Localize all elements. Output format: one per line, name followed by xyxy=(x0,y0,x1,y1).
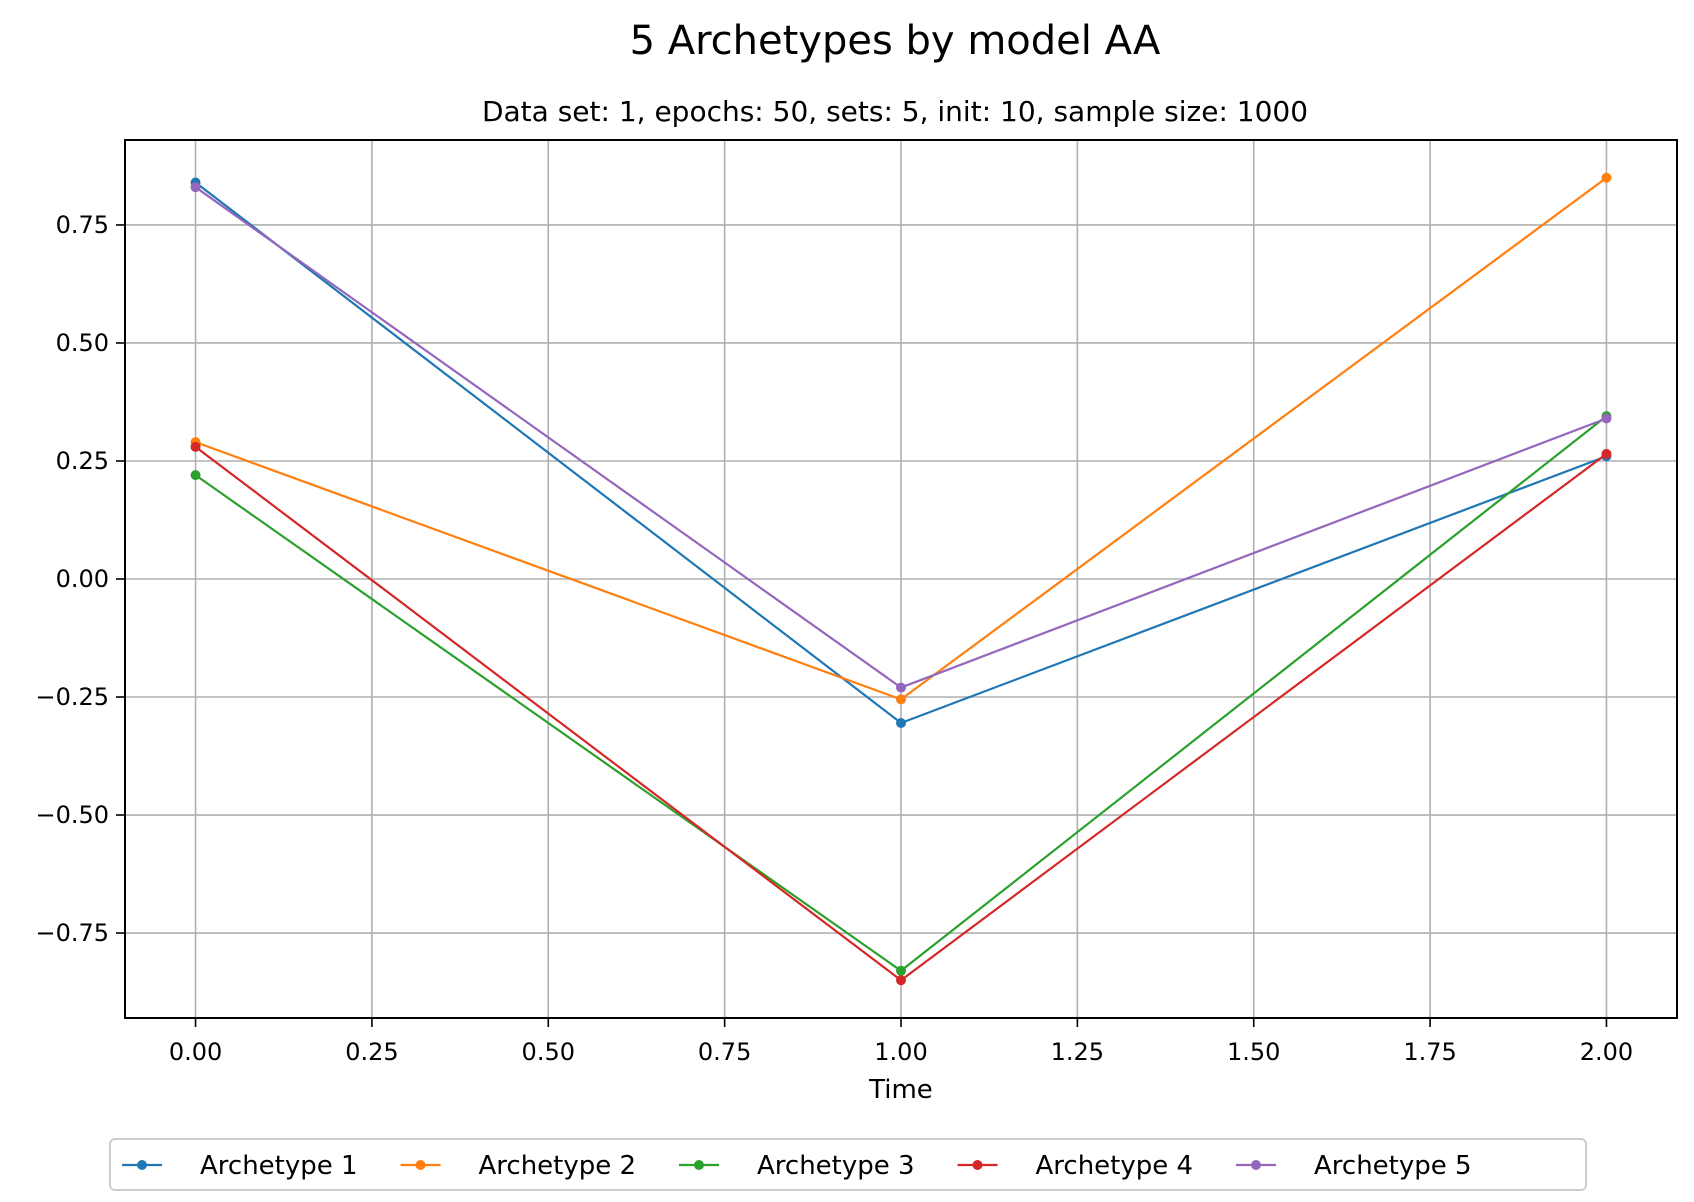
x-tick-label: 2.00 xyxy=(1580,1038,1633,1066)
y-tick-label: 0.25 xyxy=(56,447,109,475)
data-point xyxy=(1601,448,1612,459)
x-tick-label: 0.00 xyxy=(169,1038,222,1066)
data-point xyxy=(896,694,906,705)
legend-label: Archetype 3 xyxy=(757,1151,915,1181)
x-tick-label: 0.25 xyxy=(345,1038,398,1066)
data-point xyxy=(190,441,201,452)
y-tick-label: −0.50 xyxy=(35,801,109,829)
legend-marker xyxy=(972,1160,983,1170)
legend-frame xyxy=(109,1138,1587,1191)
x-tick-label: 0.50 xyxy=(522,1038,575,1066)
data-point xyxy=(190,470,201,481)
legend-label: Archetype 5 xyxy=(1314,1151,1472,1181)
data-point xyxy=(896,682,906,693)
legend-item-archetype-3: Archetype 3 xyxy=(679,1151,915,1181)
legend-item-archetype-1: Archetype 1 xyxy=(122,1151,358,1181)
chart-title: 5 Archetypes by model AA xyxy=(630,18,1161,64)
y-tick-label: 0.75 xyxy=(56,211,109,239)
x-tick-label: 1.50 xyxy=(1227,1038,1280,1066)
chart-subtitle: Data set: 1, epochs: 50, sets: 5, init: … xyxy=(482,95,1308,128)
legend-item-archetype-4: Archetype 4 xyxy=(957,1151,1194,1181)
series-archetype-4 xyxy=(190,441,1612,986)
y-tick-label: −0.25 xyxy=(35,683,109,711)
x-axis-label: Time xyxy=(868,1075,933,1105)
x-tick-label: 0.75 xyxy=(698,1038,751,1066)
data-point xyxy=(1601,172,1612,183)
data-point xyxy=(896,975,906,986)
y-tick-label: 0.00 xyxy=(56,565,109,593)
legend: Archetype 1 Archetype 2 Archetype 3 Archety… xyxy=(109,1138,1587,1191)
legend-item-archetype-2: Archetype 2 xyxy=(400,1151,637,1181)
legend-label: Archetype 1 xyxy=(200,1151,358,1181)
legend-item-archetype-5: Archetype 5 xyxy=(1236,1151,1472,1181)
series-archetype-5 xyxy=(190,182,1612,693)
x-tick-label: 1.00 xyxy=(874,1038,927,1066)
legend-items: Archetype 1 Archetype 2 Archetype 3 Archety… xyxy=(122,1151,1472,1181)
legend-label: Archetype 4 xyxy=(1036,1151,1194,1181)
x-tick-label: 1.25 xyxy=(1051,1038,1104,1066)
y-tick-label: −0.75 xyxy=(35,919,109,947)
data-point xyxy=(190,182,201,193)
y-tick-label: 0.50 xyxy=(56,329,109,357)
grid-lines xyxy=(125,140,1677,1018)
plot-series xyxy=(190,172,1612,986)
legend-marker xyxy=(1251,1160,1261,1170)
x-tick-label: 1.75 xyxy=(1403,1038,1456,1066)
data-point xyxy=(1601,413,1612,424)
legend-marker xyxy=(694,1160,704,1170)
legend-label: Archetype 2 xyxy=(479,1151,637,1181)
data-point xyxy=(896,717,906,728)
legend-marker xyxy=(137,1160,147,1170)
legend-marker xyxy=(415,1160,426,1170)
data-point xyxy=(896,965,906,976)
axis-ticks: 0.00 0.25 0.50 0.75 1.00 1.25 1.50 1.75 2.00 0.75… xyxy=(35,211,1633,1066)
